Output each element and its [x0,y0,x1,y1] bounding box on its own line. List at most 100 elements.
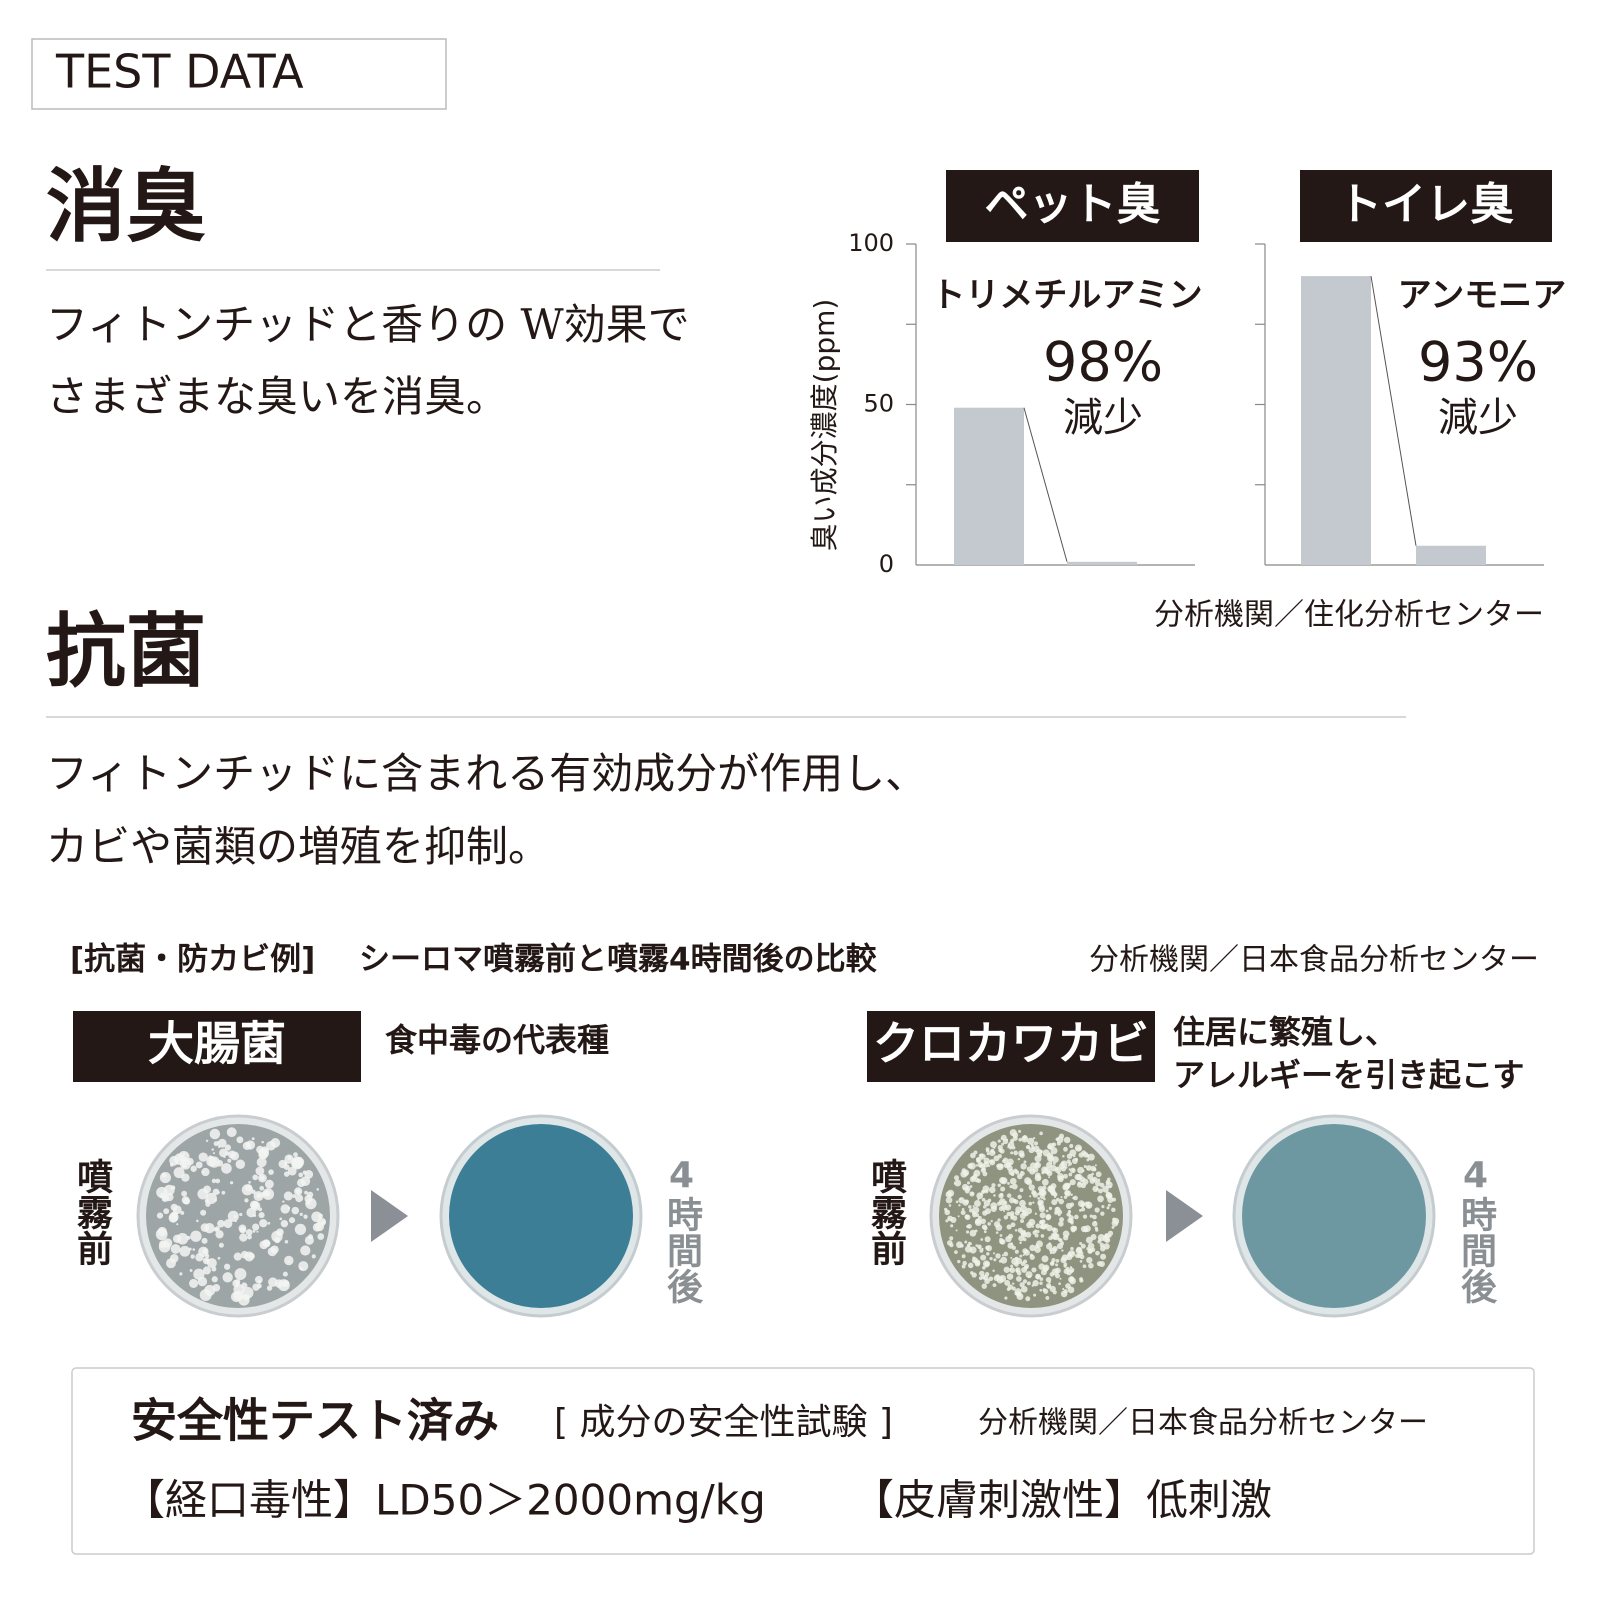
colony [1037,1192,1041,1196]
colony [1034,1174,1042,1182]
colony [181,1196,190,1205]
source: 分析機関／日本食品分析センター [1089,943,1539,978]
colony [999,1274,1007,1283]
colony [1048,1186,1053,1190]
colony [190,1254,195,1259]
colony [233,1214,237,1219]
colony [1070,1221,1074,1225]
colony [977,1161,984,1168]
colony [238,1224,247,1233]
colony [1012,1135,1018,1141]
colony [1092,1221,1098,1227]
colony [270,1138,281,1148]
annotation: 減少 [1063,395,1143,441]
colony [303,1214,308,1219]
colony [1019,1254,1023,1258]
colony [255,1166,265,1176]
colony [1077,1254,1081,1259]
colony [1001,1204,1008,1211]
source: 分析機関／日本食品分析センター [978,1406,1428,1441]
colony [252,1223,260,1231]
colony [1026,1222,1033,1229]
arrow [371,1190,408,1242]
colony [172,1234,182,1244]
colony [1062,1230,1070,1238]
chart-title-box [1300,170,1552,242]
colony [982,1205,987,1209]
colony [1068,1172,1073,1177]
colony [259,1185,265,1191]
colony [1074,1214,1079,1220]
colony [1068,1250,1076,1258]
colony [999,1234,1003,1237]
colony [956,1241,963,1249]
petri-dish [1242,1124,1426,1308]
colony [1009,1185,1013,1189]
colony [1069,1149,1077,1157]
colony [1063,1289,1068,1294]
colony [1035,1273,1041,1279]
colony [1016,1270,1022,1276]
colony [1009,1177,1017,1185]
colony [983,1200,991,1207]
colony [1013,1150,1019,1156]
colony [217,1138,227,1148]
colony [211,1266,217,1272]
colony [1025,1271,1033,1279]
colony [1076,1173,1083,1181]
colony [1045,1161,1053,1169]
colony [964,1185,971,1192]
colony [1069,1179,1076,1186]
safety-item: 【皮膚刺激性】低刺激 [852,1476,1272,1525]
colony [1003,1209,1006,1212]
colony [1021,1266,1028,1273]
colony [1092,1214,1097,1220]
colony [969,1176,976,1183]
colony [976,1156,982,1163]
colony [179,1272,183,1276]
colony [1006,1273,1014,1280]
colony [300,1245,311,1256]
colony [1001,1254,1005,1257]
colony [1034,1212,1037,1215]
colony [1041,1178,1049,1186]
colony [1039,1212,1046,1219]
colony [179,1245,191,1257]
colony [974,1229,978,1233]
colony [212,1283,221,1292]
colony [163,1208,170,1215]
colony [1028,1147,1035,1154]
colony [219,1148,228,1158]
colony [1105,1179,1111,1185]
colony [985,1149,990,1153]
colony [1019,1241,1022,1245]
colony [235,1159,246,1170]
colony [1074,1157,1079,1162]
case-name-box [73,1011,361,1082]
colony [962,1260,967,1266]
colony [270,1245,279,1254]
colony [964,1214,969,1219]
colony [971,1257,979,1264]
colony [1014,1229,1018,1232]
colony [1082,1152,1089,1158]
colony [1055,1273,1060,1279]
colony [1043,1225,1047,1229]
colony [969,1185,973,1188]
colony [1063,1173,1068,1179]
colony [1031,1267,1037,1273]
case-desc: 食中毒の代表種 [385,1021,609,1059]
colony [1059,1277,1062,1280]
chart-title-box [946,170,1199,242]
colony [1032,1201,1035,1204]
colony [1006,1193,1012,1198]
colony [960,1210,966,1216]
colony [259,1219,268,1228]
colony [982,1265,986,1270]
before-label: 噴霧前 [865,1158,907,1266]
connector [1023,407,1068,562]
colony [954,1179,962,1187]
colony [1055,1263,1059,1267]
colony [1100,1211,1105,1216]
colony [1042,1288,1047,1292]
